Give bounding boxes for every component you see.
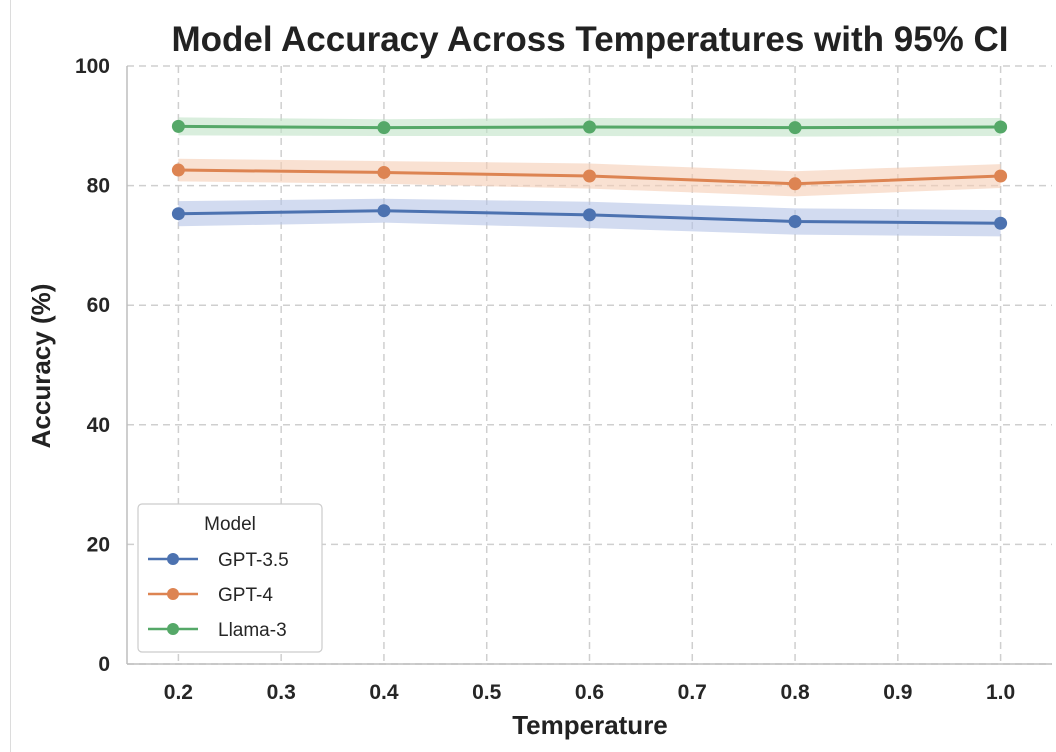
legend-label-gpt35: GPT-3.5	[218, 550, 289, 571]
data-point-llama3	[994, 120, 1008, 134]
data-point-gpt35	[788, 214, 802, 228]
legend-label-gpt4: GPT-4	[218, 585, 273, 606]
y-tick-label: 40	[87, 414, 110, 437]
data-point-gpt4	[583, 169, 596, 183]
data-point-llama3	[788, 121, 802, 135]
data-point-gpt35	[583, 208, 596, 222]
axes	[126, 66, 1052, 665]
y-tick-label: 0	[98, 653, 110, 676]
data-point-gpt4	[788, 177, 802, 191]
y-tick-label: 80	[87, 175, 110, 198]
tick-labels: 0.2 0.3 0.4 0.5 0.6 0.7 0.8 0.9 1.0 0 20 40 60 80 100	[75, 55, 1015, 704]
x-tick-label: 0.6	[575, 681, 604, 704]
page-edge-line	[10, 0, 11, 752]
data-point-gpt4	[994, 169, 1008, 183]
legend-box	[137, 503, 323, 653]
x-tick-label: 0.9	[883, 681, 912, 704]
series-points	[171, 119, 1008, 230]
x-tick-label: 1.0	[986, 681, 1015, 704]
legend: Model GPT-3.5 GPT-4 Llama-3	[137, 503, 323, 653]
x-tick-label: 0.4	[369, 681, 399, 704]
data-point-llama3	[583, 120, 596, 134]
x-tick-label: 0.5	[472, 681, 502, 704]
legend-marker-gpt4	[167, 588, 179, 600]
data-point-gpt35	[171, 207, 185, 221]
legend-label-llama3: Llama-3	[218, 620, 287, 641]
legend-marker-llama3	[167, 623, 179, 635]
x-tick-label: 0.7	[678, 681, 707, 704]
data-point-gpt35	[377, 204, 391, 218]
x-tick-label: 0.3	[267, 681, 296, 704]
legend-marker-gpt35	[167, 553, 179, 565]
y-axis-title: Accuracy (%)	[26, 284, 56, 449]
legend-title: Model	[204, 514, 256, 535]
y-tick-label: 20	[87, 533, 110, 556]
data-point-gpt4	[377, 165, 391, 179]
data-point-gpt4	[171, 163, 185, 177]
chart-title: Model Accuracy Across Temperatures with …	[171, 20, 1009, 59]
y-tick-label: 100	[75, 55, 110, 78]
x-axis-title: Temperature	[512, 710, 668, 740]
legend-item-gpt35: GPT-3.5	[148, 550, 289, 571]
data-point-llama3	[377, 121, 391, 135]
x-tick-label: 0.2	[164, 681, 193, 704]
data-point-gpt35	[994, 216, 1008, 230]
legend-item-llama3: Llama-3	[148, 620, 287, 641]
data-point-llama3	[171, 119, 185, 133]
y-tick-label: 60	[87, 294, 110, 317]
x-tick-label: 0.8	[780, 681, 810, 704]
legend-item-gpt4: GPT-4	[148, 585, 273, 606]
